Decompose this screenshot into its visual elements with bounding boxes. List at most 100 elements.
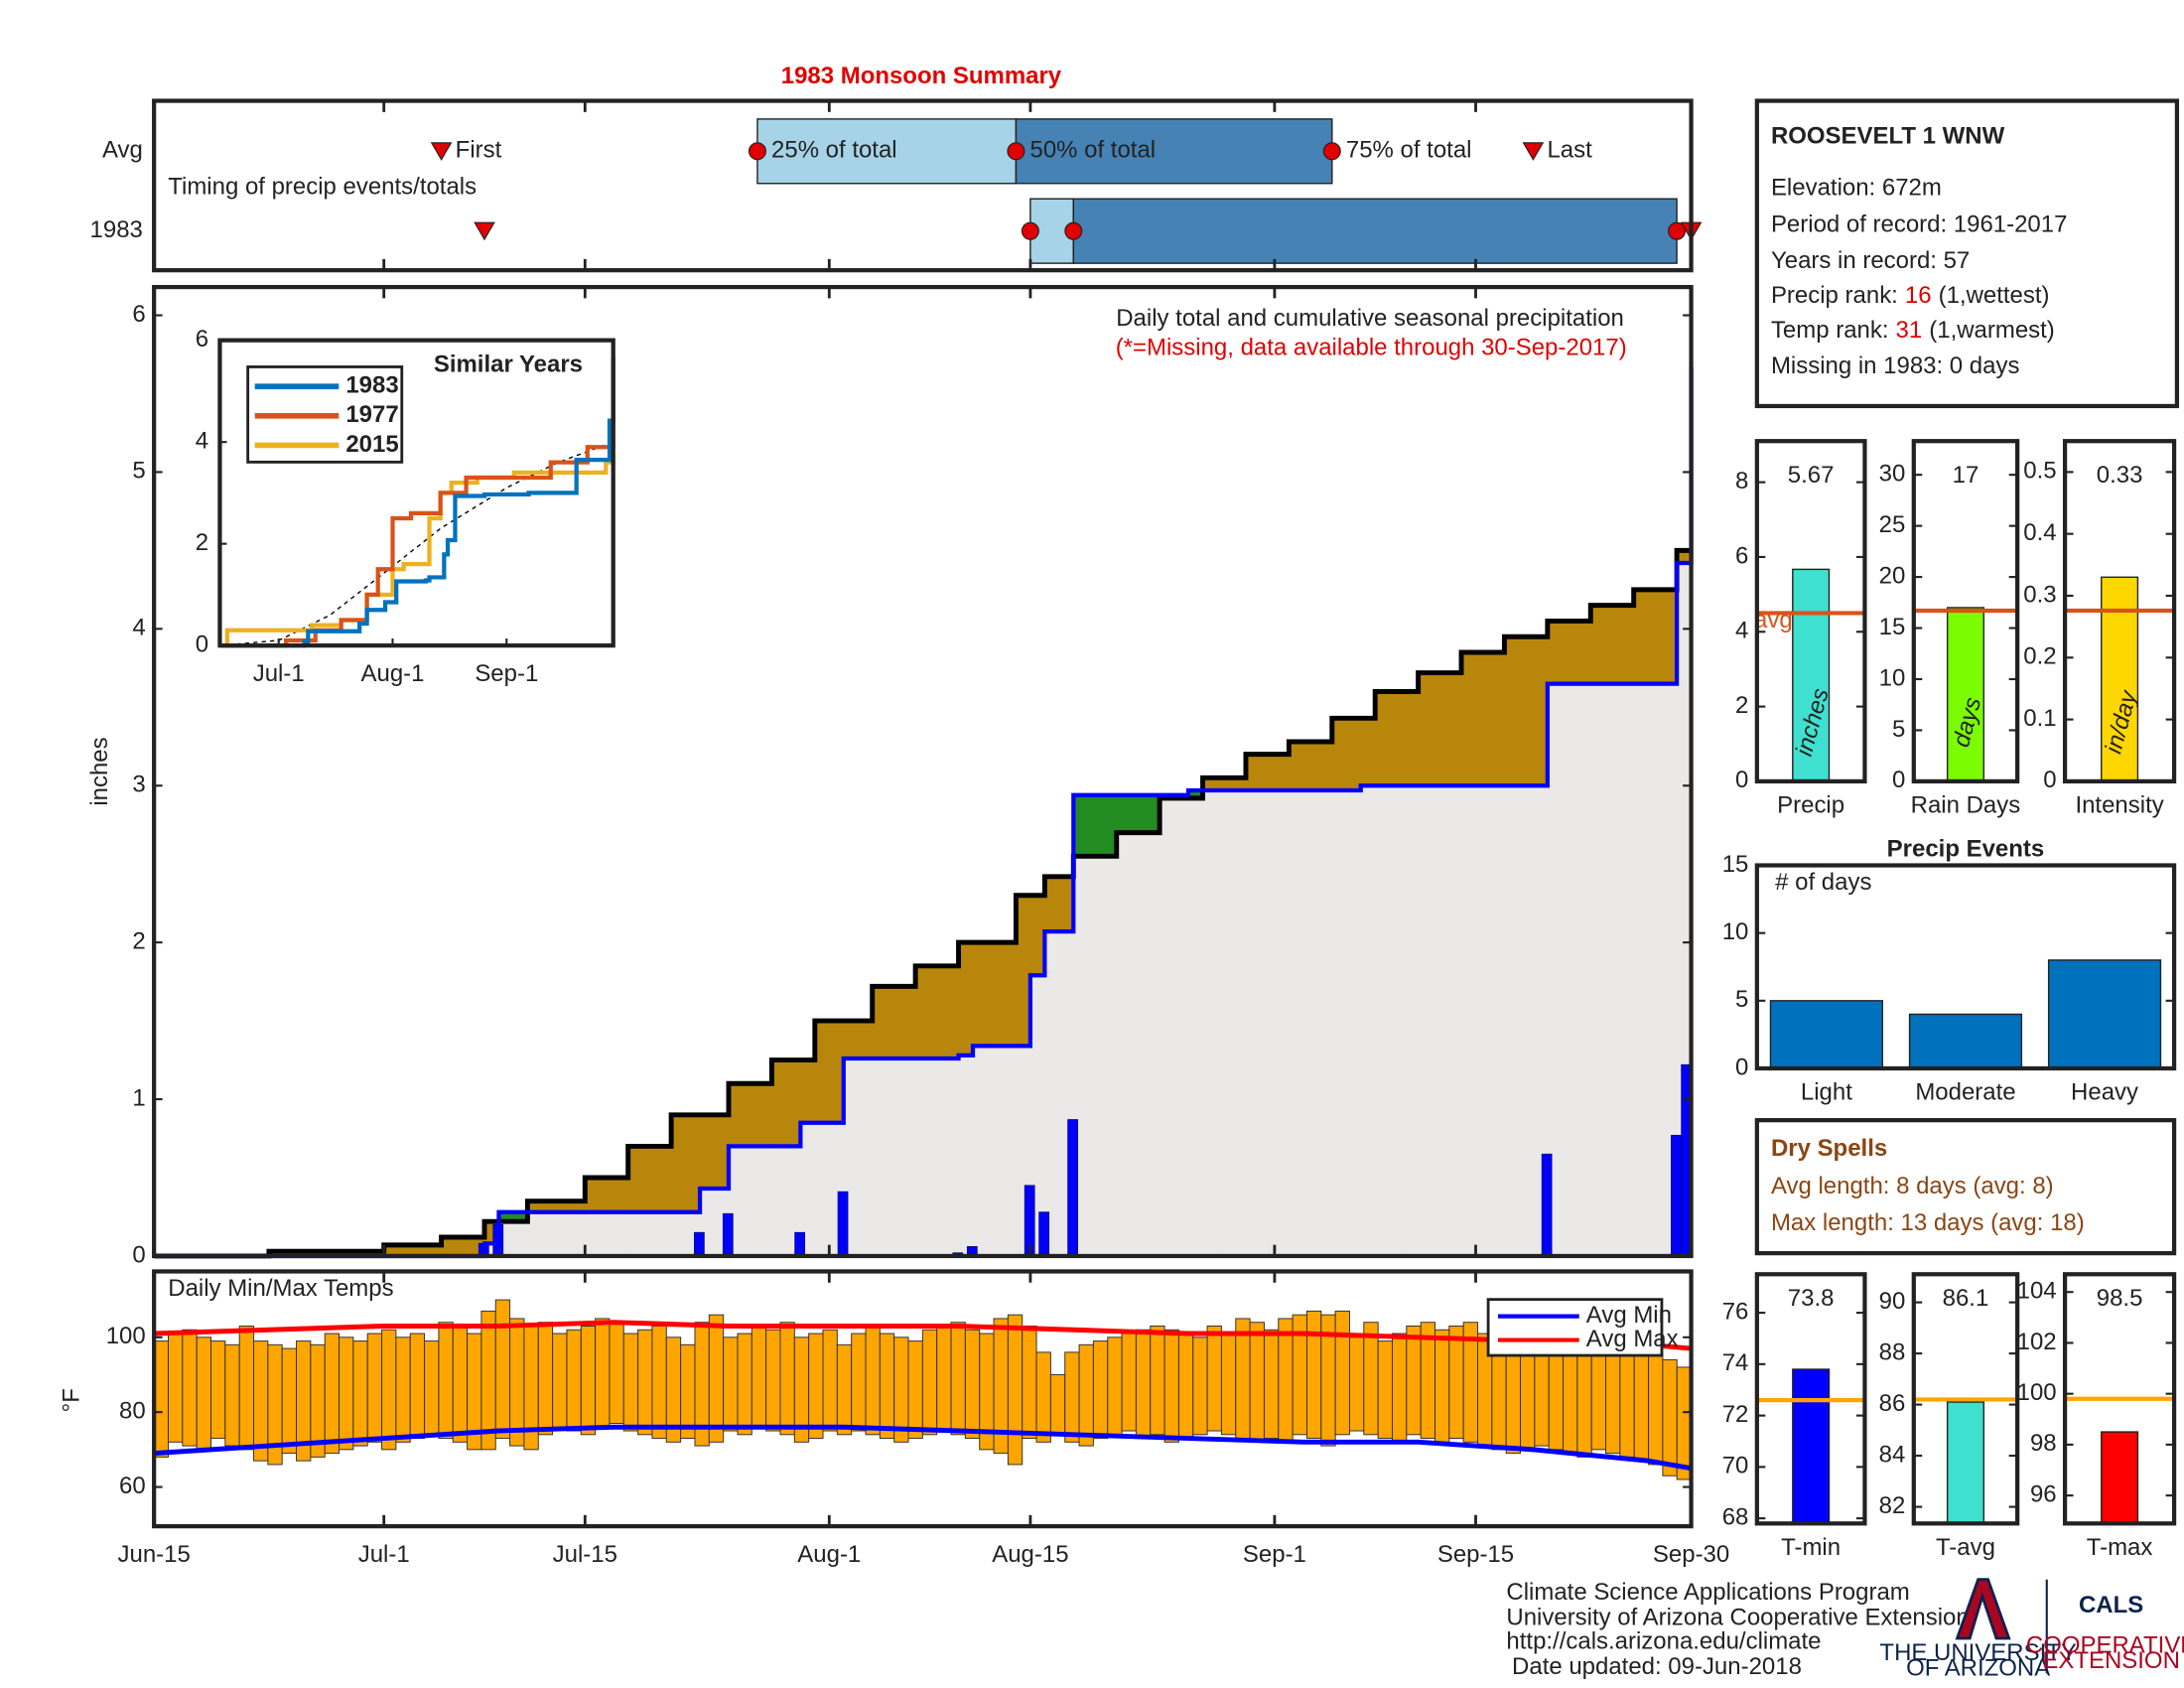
temp-bar — [1605, 1340, 1621, 1455]
fill-deficit — [1533, 636, 1549, 786]
fill-deficit — [973, 942, 989, 1047]
event-bar — [1769, 1000, 1883, 1069]
station-line: Missing in 1983: 0 days — [1771, 352, 2019, 379]
y-tick-label: 15 — [1879, 614, 1906, 640]
page-title: 1983 Monsoon Summary — [781, 63, 1062, 89]
timing-dot — [1064, 221, 1083, 240]
fill-deficit — [771, 1059, 787, 1147]
timing-dot — [1668, 221, 1687, 240]
temp-bar — [609, 1322, 624, 1424]
fill-below — [1331, 789, 1347, 1256]
temp-bar — [1177, 1333, 1194, 1440]
daily-bar — [837, 1191, 849, 1257]
y-tick-label: 10 — [1722, 918, 1749, 945]
fill-deficit — [1360, 718, 1376, 786]
y-tick-label: 86 — [1879, 1390, 1906, 1417]
timing-box — [1072, 198, 1678, 264]
temp-bar — [765, 1329, 781, 1432]
fill-deficit — [1633, 589, 1649, 684]
fill-deficit — [700, 1114, 716, 1190]
y-tick-label: 2 — [196, 529, 208, 556]
y-tick-label: 102 — [2017, 1329, 2057, 1355]
fill-below — [1188, 797, 1204, 1256]
fill-deficit — [1547, 621, 1564, 684]
y-tick-label: 0 — [132, 1241, 145, 1268]
fill-deficit — [743, 1083, 758, 1147]
daily-bar — [794, 1231, 806, 1257]
fill-surplus — [1087, 794, 1103, 857]
ua-logo — [1955, 1578, 2011, 1640]
bar-value: 86.1 — [1943, 1285, 1989, 1312]
ua-text: OF ARIZONA — [1906, 1654, 2050, 1681]
row-label: 1983 — [90, 216, 143, 243]
fill-deficit — [887, 986, 902, 1058]
y-tick-label: 0 — [2043, 767, 2056, 793]
fill-below — [599, 1211, 614, 1256]
fill-below — [642, 1211, 658, 1256]
fill-below — [1173, 797, 1189, 1256]
fill-below — [785, 1146, 802, 1256]
fill-below — [858, 1057, 874, 1256]
temp-bar — [281, 1347, 298, 1455]
inset-frame — [217, 338, 615, 648]
y-tick-label: 3 — [132, 772, 145, 798]
fill-deficit — [1044, 876, 1060, 932]
fill-deficit — [1575, 621, 1591, 684]
fill-deficit — [858, 1021, 874, 1058]
fill-deficit — [1058, 876, 1075, 932]
summary-frame — [1911, 439, 2020, 784]
summary-frame — [1754, 439, 1867, 784]
fill-deficit — [1404, 691, 1420, 786]
fill-below — [1245, 789, 1262, 1256]
temp-bar — [1377, 1340, 1393, 1440]
fill-deficit — [556, 1200, 572, 1212]
fill-below — [1217, 789, 1233, 1256]
temp-bar — [779, 1322, 795, 1436]
temp-bar — [238, 1325, 255, 1451]
temp-bar — [1263, 1329, 1280, 1440]
y-tick-label: 0 — [1735, 1054, 1748, 1080]
temp-bar — [1305, 1310, 1322, 1440]
fill-below — [771, 1146, 787, 1256]
fill-surplus — [1131, 794, 1147, 833]
station-line: Elevation: 672m — [1771, 175, 1942, 202]
y-tick-label: 70 — [1722, 1453, 1749, 1479]
fill-below — [1346, 789, 1362, 1256]
fill-deficit — [1461, 652, 1477, 786]
fill-deficit — [1289, 742, 1304, 790]
y-tick-label: 5 — [1892, 716, 1905, 743]
temp-bar — [737, 1333, 752, 1436]
y-axis-label: inches — [86, 737, 113, 805]
y-tick-label: 84 — [1879, 1441, 1906, 1468]
temp-bar — [1049, 1373, 1066, 1436]
bar-category: T-min — [1781, 1534, 1841, 1561]
annotation: Daily total and cumulative seasonal prec… — [1116, 305, 1624, 332]
fill-below — [1131, 832, 1147, 1256]
fill-below — [1461, 785, 1477, 1256]
fill-deficit — [1446, 672, 1462, 786]
y-tick-label: 72 — [1722, 1401, 1749, 1428]
summary-bar — [1792, 1368, 1831, 1525]
temp-bar — [936, 1325, 952, 1432]
label: Precip rank: — [1771, 282, 1898, 309]
fill-below — [1433, 785, 1448, 1256]
fill-below — [944, 1057, 960, 1256]
y-tick-label: 0.2 — [2023, 643, 2056, 670]
y-tick-label: 2 — [132, 927, 145, 954]
y-tick-label: 15 — [1722, 851, 1749, 878]
fill-deficit — [1346, 718, 1362, 790]
temp-bar — [324, 1333, 341, 1455]
temp-bar — [1035, 1351, 1051, 1443]
temp-bar — [366, 1333, 383, 1443]
fill-below — [585, 1211, 601, 1256]
timing-triangle — [430, 142, 453, 161]
daily-bar — [1038, 1211, 1050, 1257]
temp-bar — [950, 1322, 966, 1436]
fill-below — [1302, 789, 1319, 1256]
fill-below — [671, 1211, 687, 1256]
summary-frame — [1911, 1272, 2020, 1526]
temp-bar — [1121, 1333, 1137, 1432]
inset-title: Similar Years — [434, 351, 583, 377]
fill-below — [987, 1046, 1003, 1256]
fill-below — [1575, 683, 1591, 1256]
